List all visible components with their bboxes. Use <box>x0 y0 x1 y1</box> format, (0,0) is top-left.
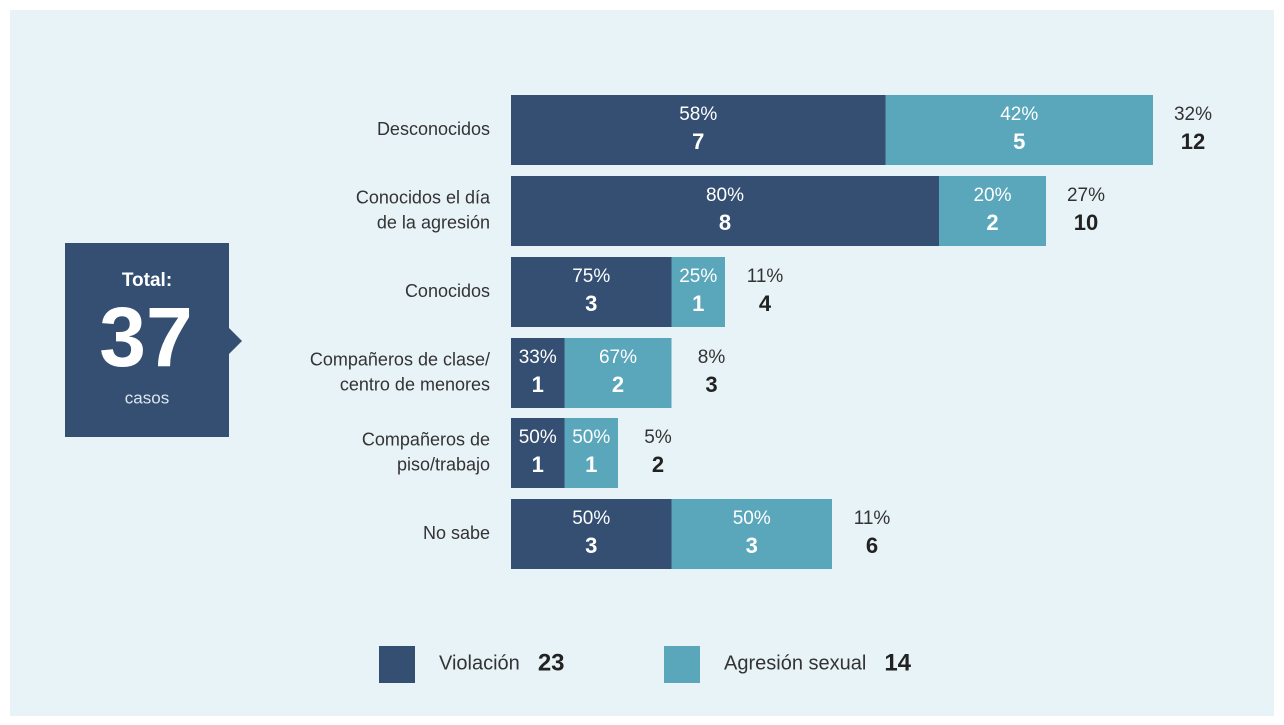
value-label: 1 <box>532 452 544 477</box>
percent-label: 50% <box>572 508 610 529</box>
category-label: centro de menores <box>340 374 490 394</box>
total-percent-label: 32% <box>1174 104 1212 125</box>
bar-segment <box>511 418 565 488</box>
percent-label: 50% <box>733 508 771 529</box>
percent-label: 58% <box>679 104 717 125</box>
total-label: 3 <box>705 372 717 397</box>
category-label: Compañeros de clase/ <box>310 349 490 369</box>
value-label: 1 <box>585 452 597 477</box>
value-label: 8 <box>719 210 731 235</box>
category-label: piso/trabajo <box>397 454 490 474</box>
legend-total: 14 <box>884 649 911 676</box>
category-label: Conocidos <box>405 281 490 301</box>
total-label: 6 <box>866 533 878 558</box>
bar-segment <box>939 176 1046 246</box>
total-label: 4 <box>759 291 772 316</box>
total-percent-label: 5% <box>644 427 672 448</box>
percent-label: 75% <box>572 266 610 287</box>
bar-segment <box>511 499 672 569</box>
percent-label: 67% <box>599 347 637 368</box>
total-unit: casos <box>125 388 169 407</box>
total-label: 2 <box>652 452 664 477</box>
category-label: No sabe <box>423 523 490 543</box>
total-box <box>65 243 229 437</box>
total-percent-label: 11% <box>854 508 891 529</box>
total-label: 10 <box>1074 210 1098 235</box>
percent-label: 25% <box>679 266 717 287</box>
bar-segment <box>671 499 832 569</box>
percent-label: 80% <box>706 185 744 206</box>
legend-label: Violación <box>439 652 520 674</box>
percent-label: 50% <box>519 427 557 448</box>
value-label: 1 <box>692 291 704 316</box>
bar-segment <box>511 95 886 165</box>
total-value: 37 <box>99 290 192 384</box>
total-box-pointer <box>229 328 242 354</box>
bar-segment <box>511 257 672 327</box>
value-label: 3 <box>585 291 597 316</box>
bar-segment <box>511 176 939 246</box>
value-label: 1 <box>532 372 544 397</box>
total-percent-label: 27% <box>1067 185 1105 206</box>
value-label: 2 <box>986 210 998 235</box>
value-label: 3 <box>585 533 597 558</box>
category-label: Conocidos el día <box>356 187 491 207</box>
percent-label: 42% <box>1000 104 1038 125</box>
legend-total: 23 <box>538 649 565 676</box>
legend-label: Agresión sexual <box>724 652 866 674</box>
bar-segment <box>671 257 725 327</box>
legend-swatch <box>379 646 415 683</box>
value-label: 7 <box>692 129 704 154</box>
percent-label: 33% <box>519 347 557 368</box>
category-label: Compañeros de <box>362 429 490 449</box>
percent-label: 50% <box>572 427 610 448</box>
value-label: 3 <box>746 533 758 558</box>
category-label: de la agresión <box>377 212 490 232</box>
percent-label: 20% <box>973 185 1011 206</box>
total-percent-label: 11% <box>747 266 784 287</box>
bar-segment <box>564 418 618 488</box>
value-label: 5 <box>1013 129 1025 154</box>
total-label: 12 <box>1181 129 1205 154</box>
total-percent-label: 8% <box>698 347 726 368</box>
bar-segment <box>885 95 1153 165</box>
bar-segment <box>511 338 565 408</box>
value-label: 2 <box>612 372 624 397</box>
legend-swatch <box>664 646 700 683</box>
bar-segment <box>564 338 672 408</box>
category-label: Desconocidos <box>377 119 490 139</box>
total-label: Total: <box>122 270 172 291</box>
